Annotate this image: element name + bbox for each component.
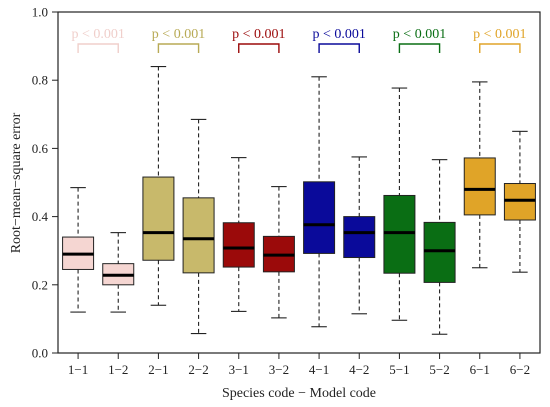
box-iqr — [423, 221, 456, 283]
significance-6: p < 0.001 — [473, 27, 527, 53]
significance-3: p < 0.001 — [232, 27, 286, 53]
box-iqr — [182, 197, 215, 274]
p-value-label: p < 0.001 — [312, 27, 365, 42]
boxes-layer — [62, 66, 536, 335]
significance-bracket — [479, 43, 521, 53]
box-9 — [383, 87, 416, 321]
x-tick-label: 4−2 — [349, 362, 369, 377]
box-2 — [102, 232, 135, 313]
box-iqr — [142, 176, 175, 261]
x-tick-label: 1−2 — [108, 362, 128, 377]
y-tick-label: 0.8 — [32, 73, 48, 88]
box-7 — [303, 76, 336, 328]
significance-bracket — [157, 43, 200, 53]
significance-bracket — [238, 43, 280, 53]
p-value-label: p < 0.001 — [152, 27, 205, 42]
box-iqr — [503, 183, 536, 221]
y-tick-label: 0.6 — [32, 141, 49, 156]
x-tick-label: 3−2 — [269, 362, 289, 377]
box-iqr — [343, 216, 376, 259]
y-tick-label: 0.0 — [32, 346, 48, 361]
x-tick-label: 2−2 — [188, 362, 208, 377]
x-tick-label: 5−2 — [429, 362, 449, 377]
box-4 — [182, 118, 215, 335]
box-3 — [142, 66, 175, 306]
box-6 — [262, 186, 295, 319]
box-iqr — [303, 181, 336, 254]
plot-frame — [57, 11, 541, 354]
y-tick-label: 0.2 — [32, 277, 48, 292]
y-tick-label: 1.0 — [32, 5, 48, 20]
box-8 — [343, 156, 376, 315]
x-tick-label: 3−1 — [229, 362, 249, 377]
y-tick-label: 0.4 — [32, 209, 49, 224]
p-value-label: p < 0.001 — [71, 27, 124, 42]
annotations-layer: p < 0.001 p < 0.001 p < 0.001 p < 0.001 p < … — [71, 27, 527, 53]
box-10 — [423, 159, 456, 335]
significance-5: p < 0.001 — [393, 27, 446, 53]
box-1 — [62, 187, 95, 313]
x-axis: 1−1 1−2 2−1 2−2 3−1 3−2 4−1 4−2 5−1 5−2 6−1 6−2 — [68, 353, 530, 377]
significance-1: p < 0.001 — [71, 27, 125, 53]
x-tick-label: 4−1 — [309, 362, 329, 377]
box-iqr — [222, 222, 255, 268]
x-tick-label: 2−1 — [148, 362, 168, 377]
x-tick-label: 5−1 — [389, 362, 409, 377]
y-axis-title: Root−mean−square error — [9, 112, 24, 253]
significance-4: p < 0.001 — [312, 27, 366, 53]
box-iqr — [463, 157, 496, 216]
x-tick-label: 6−2 — [510, 362, 530, 377]
significance-bracket — [77, 43, 119, 53]
p-value-label: p < 0.001 — [232, 27, 285, 42]
p-value-label: p < 0.001 — [473, 27, 526, 42]
significance-bracket — [318, 43, 360, 53]
y-axis: 0.0 0.2 0.4 0.6 0.8 1.0 — [32, 5, 58, 361]
x-axis-title: Species code − Model code — [222, 386, 376, 401]
x-tick-label: 6−1 — [470, 362, 490, 377]
box-11 — [463, 81, 496, 269]
box-iqr — [383, 194, 416, 274]
significance-bracket — [398, 43, 441, 53]
x-tick-label: 1−1 — [68, 362, 88, 377]
p-value-label: p < 0.001 — [393, 27, 446, 42]
significance-2: p < 0.001 — [152, 27, 205, 53]
box-5 — [222, 157, 255, 312]
box-12 — [503, 130, 536, 273]
